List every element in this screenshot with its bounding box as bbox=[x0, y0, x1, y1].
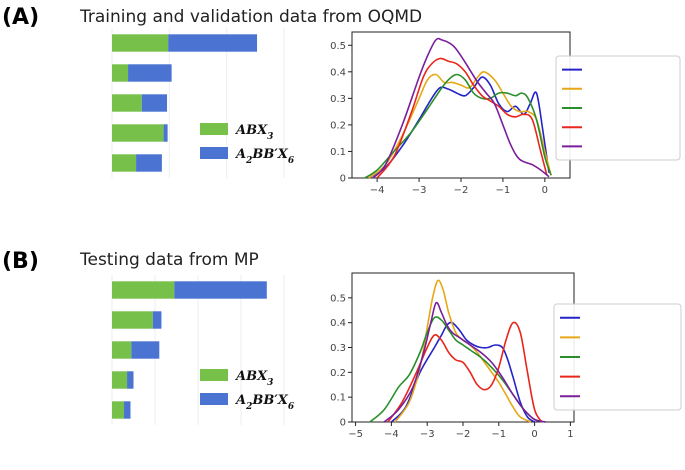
legend-box bbox=[553, 303, 682, 411]
panel-a-title: Training and validation data from OQMD bbox=[79, 7, 422, 27]
bar-monoclinic-a2bbx6 bbox=[131, 341, 160, 359]
x-tick-label: −3 bbox=[412, 185, 427, 196]
y-tick-label: 0.3 bbox=[330, 343, 346, 354]
legend-box bbox=[555, 55, 681, 161]
legend-label-a2bbx6: A2BB′X6 bbox=[234, 393, 295, 412]
x-tick-label: −4 bbox=[384, 429, 399, 440]
y-tick-label: 0.4 bbox=[330, 67, 346, 78]
y-tick-label: 0.5 bbox=[330, 293, 346, 304]
legend-swatch-a2bbx6 bbox=[200, 393, 228, 405]
x-tick-label: −4 bbox=[370, 185, 385, 196]
series-line-cubic bbox=[390, 321, 536, 423]
x-tick-label: 0 bbox=[531, 429, 537, 440]
bar-monoclinic-abx3 bbox=[112, 64, 129, 82]
x-tick-label: −2 bbox=[454, 185, 469, 196]
y-tick-label: 0.2 bbox=[330, 120, 346, 131]
bar-cubic-abx3 bbox=[112, 34, 169, 52]
y-tick-label: 0.4 bbox=[330, 318, 346, 329]
bar-monoclinic-a2bbx6 bbox=[128, 64, 172, 82]
bar-tetragonal-abx3 bbox=[112, 401, 125, 419]
series-line-cubic bbox=[368, 76, 550, 179]
panel-a-bar-chart: ABX3 A2BB′X6 bbox=[111, 28, 295, 178]
plot-frame bbox=[351, 31, 571, 179]
bar-trigonal-abx3 bbox=[112, 371, 128, 389]
bar-cubic-a2bbx6 bbox=[168, 34, 258, 52]
panel-b-density-chart: −5 −4 −3 −2 −1 0 1 0 0.1 0.2 0.3 0.4 0.5 bbox=[330, 272, 682, 440]
bar-trigonal-a2bbx6 bbox=[127, 371, 134, 389]
series-line-monoclinic bbox=[368, 70, 552, 179]
x-tick-label: −2 bbox=[456, 429, 471, 440]
y-tick-label: 0.1 bbox=[330, 393, 346, 404]
y-tick-label: 0.1 bbox=[330, 147, 346, 158]
series-line-trigonal bbox=[383, 301, 546, 423]
panel-b-bar-chart: ABX3 A2BB′X6 bbox=[111, 275, 295, 425]
bar-orthorhombic-abx3 bbox=[112, 311, 153, 329]
legend-swatch-a2bbx6 bbox=[200, 147, 228, 159]
legend-swatch-abx3 bbox=[200, 123, 228, 135]
bar-tetragonal-a2bbx6 bbox=[124, 401, 131, 419]
series-line-monoclinic bbox=[394, 279, 532, 423]
bar-cubic-a2bbx6 bbox=[174, 281, 267, 299]
legend-label-abx3: ABX3 bbox=[234, 369, 273, 388]
y-tick-label: 0 bbox=[340, 174, 346, 185]
series-line-tetragonal bbox=[387, 321, 543, 423]
panel-b-label: (B) bbox=[2, 249, 39, 274]
y-tick-label: 0.3 bbox=[330, 94, 346, 105]
y-tick-label: 0.5 bbox=[330, 41, 346, 52]
plot-frame bbox=[351, 272, 575, 423]
series-line-tetragonal bbox=[376, 57, 548, 179]
x-tick-label: −5 bbox=[348, 429, 363, 440]
y-tick-label: 0 bbox=[340, 418, 346, 429]
legend-label-a2bbx6: A2BB′X6 bbox=[234, 147, 295, 166]
bar-orthorhombic-abx3 bbox=[112, 124, 164, 142]
series-line-trigonal bbox=[372, 37, 550, 179]
panel-a-label: (A) bbox=[2, 5, 39, 30]
series-line-orthorhombic bbox=[369, 316, 546, 423]
bar-orthorhombic-a2bbx6 bbox=[163, 124, 168, 142]
panel-b-title: Testing data from MP bbox=[79, 250, 259, 270]
x-tick-label: 0 bbox=[542, 185, 548, 196]
x-tick-label: −3 bbox=[420, 429, 435, 440]
legend-swatch-abx3 bbox=[200, 369, 228, 381]
bar-trigonal-a2bbx6 bbox=[136, 154, 162, 172]
bar-tetragonal-a2bbx6 bbox=[141, 94, 168, 112]
series-line-orthorhombic bbox=[364, 73, 552, 179]
x-tick-label: 1 bbox=[567, 429, 573, 440]
bar-tetragonal-abx3 bbox=[112, 94, 142, 112]
x-tick-label: −1 bbox=[496, 185, 511, 196]
bar-orthorhombic-a2bbx6 bbox=[152, 311, 162, 329]
x-tick-label: −1 bbox=[491, 429, 506, 440]
bar-monoclinic-abx3 bbox=[112, 341, 132, 359]
bar-trigonal-abx3 bbox=[112, 154, 137, 172]
y-tick-label: 0.2 bbox=[330, 368, 346, 379]
panel-a-density-chart: −4 −3 −2 −1 0 0 0.1 0.2 0.3 0.4 0.5 bbox=[330, 31, 681, 196]
legend-label-abx3: ABX3 bbox=[234, 123, 273, 142]
bar-cubic-abx3 bbox=[112, 281, 175, 299]
